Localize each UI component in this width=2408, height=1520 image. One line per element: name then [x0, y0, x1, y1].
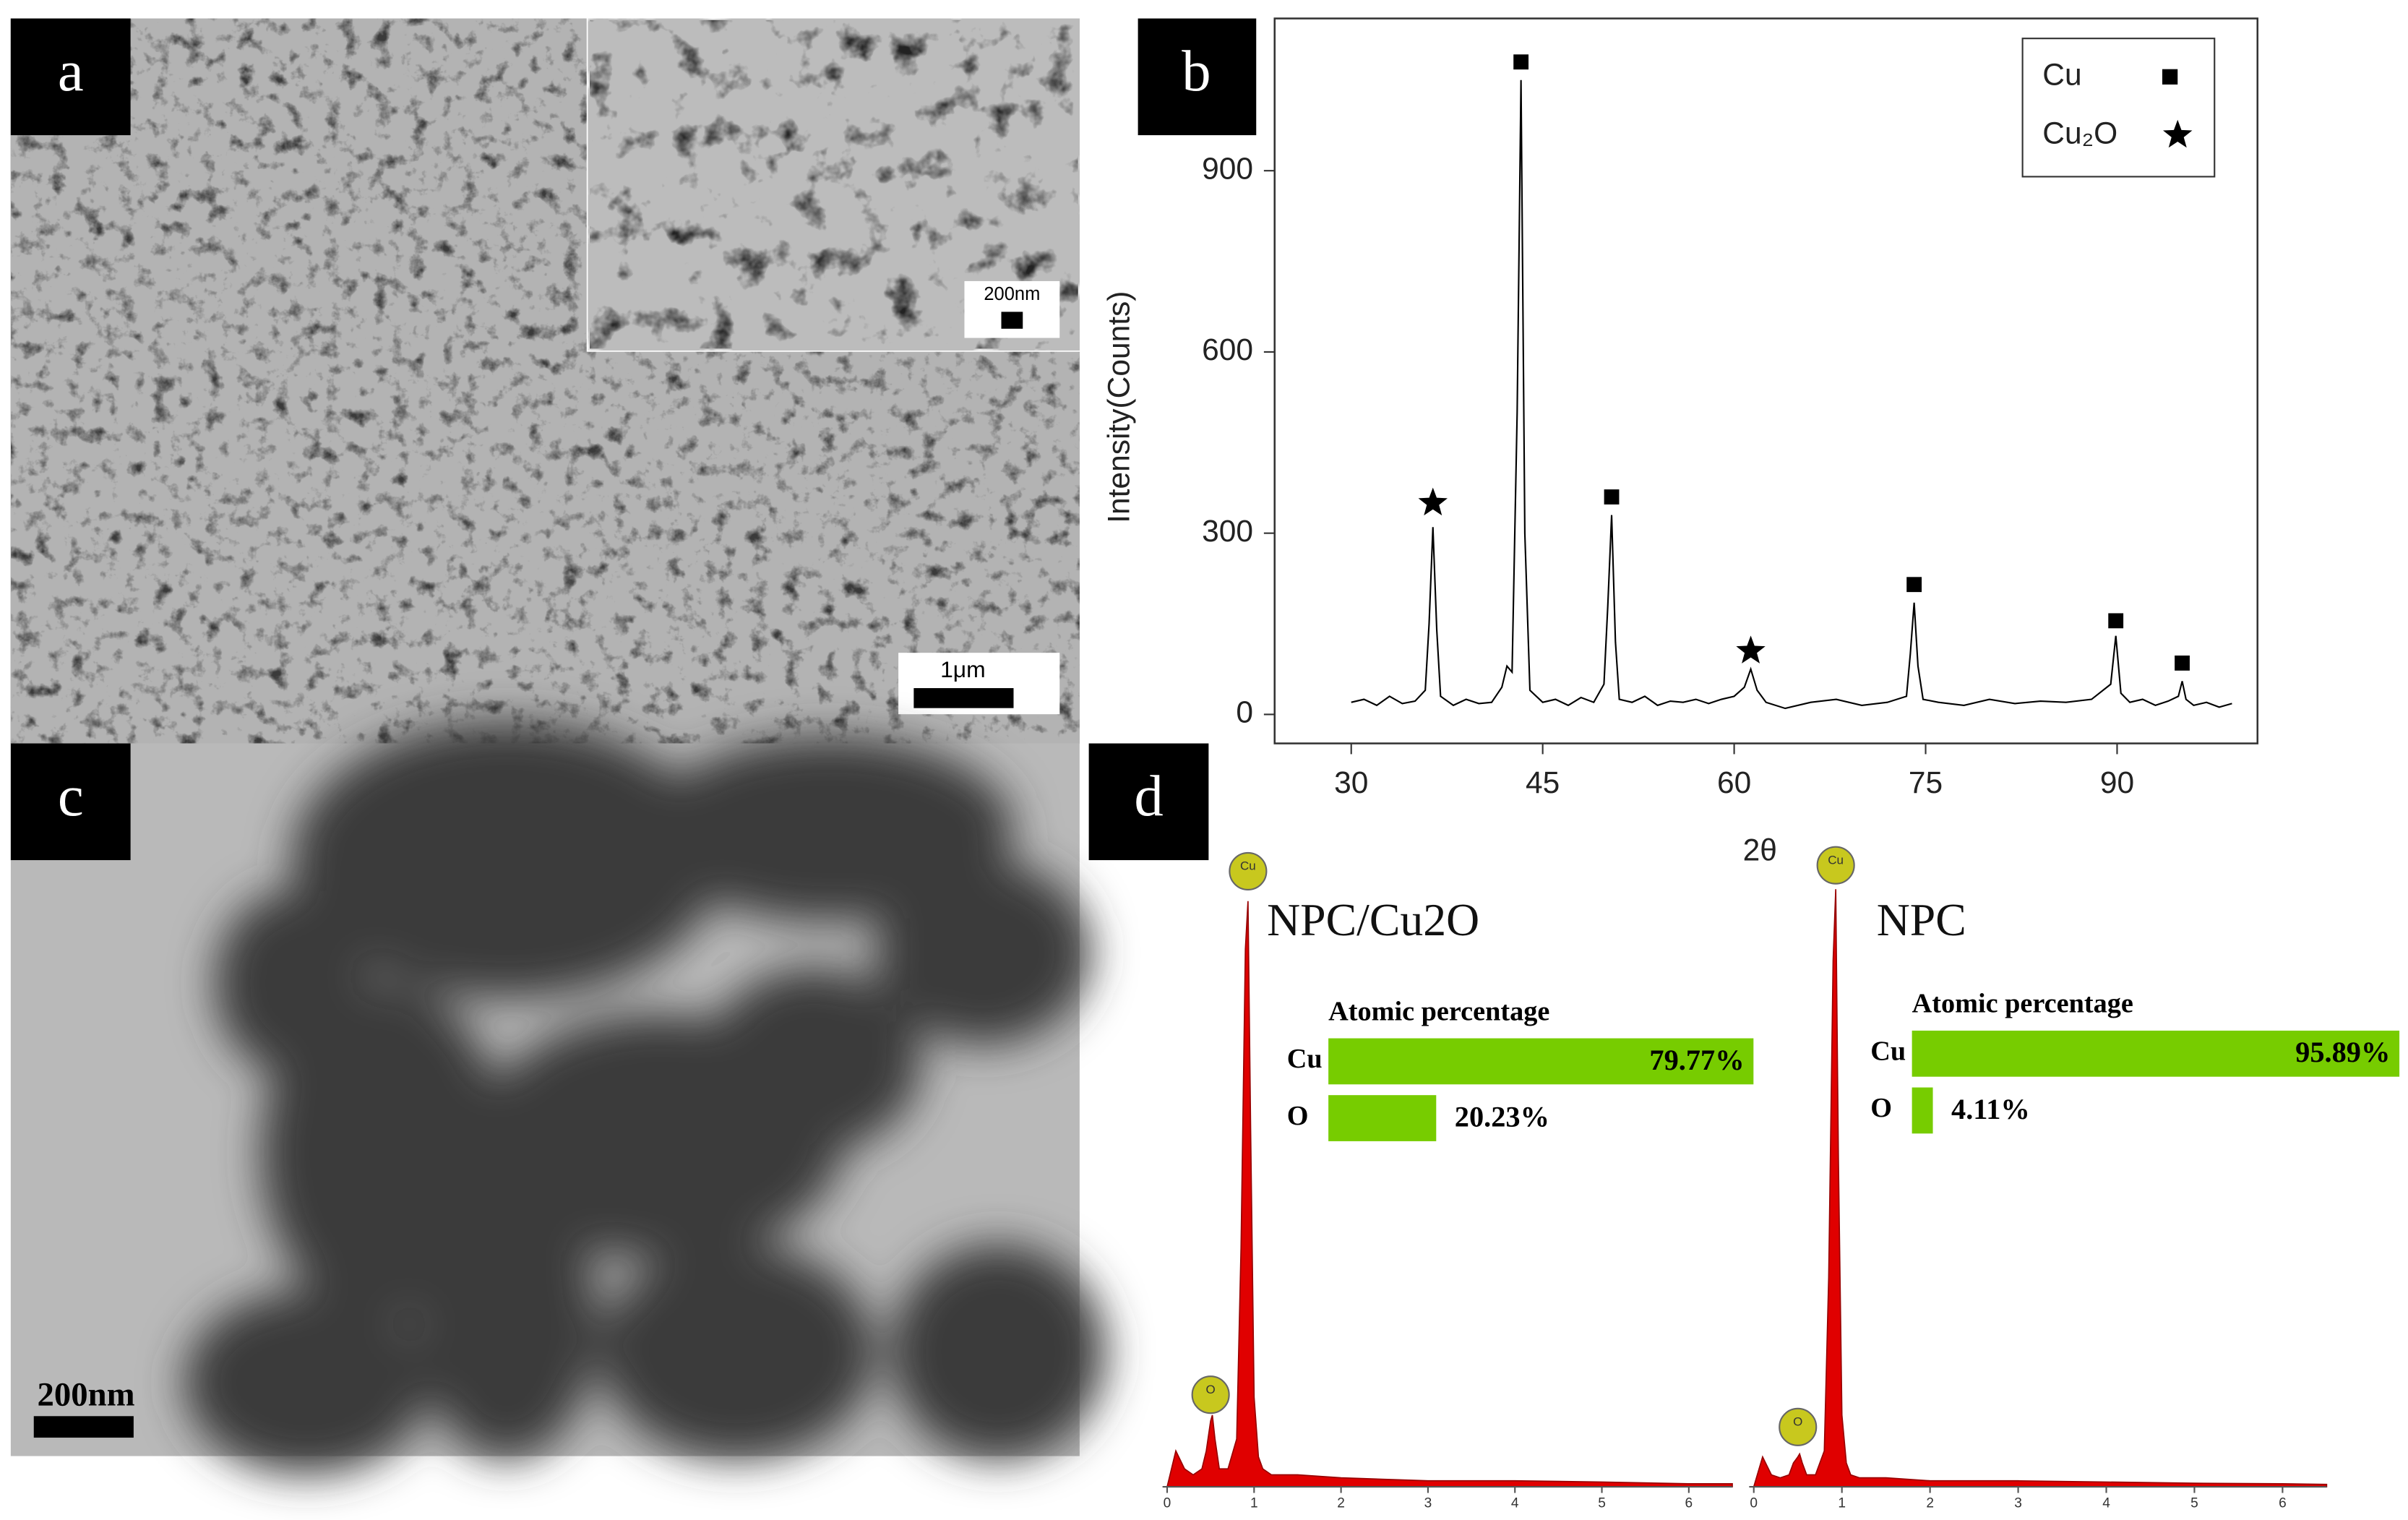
composition-bar	[1912, 1087, 1933, 1134]
x-tick-label: 5	[1598, 1495, 1606, 1511]
x-tick-label: 1	[1250, 1495, 1258, 1511]
eds-spectrum	[1166, 901, 1733, 1487]
x-tick-label: 5	[2190, 1495, 2198, 1511]
scale-label: 200nm	[37, 1376, 134, 1414]
composition-value: 79.77%	[1649, 1044, 1744, 1076]
peak-badge	[1191, 1375, 1230, 1414]
x-tick-label: 0	[1164, 1495, 1171, 1511]
panel-label: a	[58, 39, 84, 103]
x-tick-label: 3	[2014, 1495, 2022, 1511]
panel-label-box	[1138, 18, 1257, 136]
peak-badge	[1816, 846, 1855, 885]
composition-value: 95.89%	[2295, 1036, 2390, 1068]
peak-badge	[1779, 1407, 1818, 1446]
x-tick-label: 6	[1685, 1495, 1693, 1511]
peak-marker	[2108, 613, 2124, 629]
y-tick-label: 0	[1236, 696, 1253, 730]
x-axis-label: 2θ	[1743, 834, 1777, 868]
composition-title: Atomic percentage	[1912, 989, 2133, 1019]
spectrum-title: NPC/Cu2O	[1267, 894, 1479, 945]
y-tick-label: 600	[1202, 333, 1253, 367]
x-tick-label: 4	[2102, 1495, 2110, 1511]
legend-box	[2021, 38, 2216, 178]
peak-marker	[1906, 577, 1922, 593]
legend-label: Cu₂O	[2042, 116, 2117, 150]
x-tick-label: 0	[1750, 1495, 1758, 1511]
composition-bar	[1328, 1095, 1437, 1141]
composition-title: Atomic percentage	[1328, 996, 1549, 1026]
peak-badge	[1229, 851, 1268, 890]
x-tick-label: 60	[1717, 766, 1751, 800]
x-tick-label: 45	[1526, 766, 1560, 800]
x-tick-label: 2	[1926, 1495, 1934, 1511]
x-tick-label: 4	[1511, 1495, 1519, 1511]
x-tick-label: 3	[1424, 1495, 1432, 1511]
peak-marker	[2175, 655, 2190, 671]
peak-marker	[1418, 487, 1448, 516]
panel-label: d	[1134, 764, 1163, 828]
x-tick-label: 30	[1334, 766, 1368, 800]
y-tick-label: 300	[1202, 515, 1253, 549]
legend-label: Cu	[2042, 59, 2081, 93]
inset-scale-label: 200nm	[984, 284, 1040, 304]
panel-label-box	[1088, 743, 1209, 861]
x-tick-label: 75	[1909, 766, 1943, 800]
composition-category: Cu	[1870, 1036, 1906, 1067]
tem-image: c 200nm	[10, 721, 1106, 1475]
legend-symbol	[2162, 69, 2178, 85]
panel-label: c	[58, 764, 84, 828]
panel-label: b	[1182, 39, 1211, 103]
peak-label: O	[1206, 1383, 1216, 1396]
composition-bar	[1912, 1030, 2400, 1077]
composition-value: 20.23%	[1455, 1100, 1549, 1133]
scale-label: 1μm	[940, 656, 986, 682]
x-tick-label: 1	[1838, 1495, 1846, 1511]
peak-marker	[1604, 489, 1620, 504]
legend-symbol	[2163, 119, 2193, 148]
x-tick-label: 2	[1337, 1495, 1345, 1511]
composition-category: O	[1870, 1093, 1892, 1123]
plot-frame	[1273, 17, 2259, 744]
y-axis-label: Intensity(Counts)	[1102, 291, 1136, 523]
x-tick-label: 90	[2100, 766, 2134, 800]
peak-label: O	[1793, 1414, 1802, 1428]
peak-marker	[1736, 635, 1766, 664]
spectrum-title: NPC	[1877, 894, 1966, 945]
peak-marker	[1513, 54, 1529, 70]
sem-image: 200nm 1μm a	[10, 17, 1081, 744]
xrd-line	[1351, 80, 2232, 710]
peak-label: Cu	[1828, 853, 1844, 867]
x-tick-label: 6	[2279, 1495, 2287, 1511]
peak-label: Cu	[1240, 859, 1256, 873]
composition-category: O	[1287, 1101, 1309, 1131]
composition-bar	[1328, 1038, 1754, 1085]
composition-value: 4.11%	[1951, 1093, 2030, 1125]
y-tick-label: 900	[1202, 152, 1253, 186]
eds-spectrum	[1753, 889, 2328, 1487]
composition-category: Cu	[1287, 1044, 1323, 1074]
